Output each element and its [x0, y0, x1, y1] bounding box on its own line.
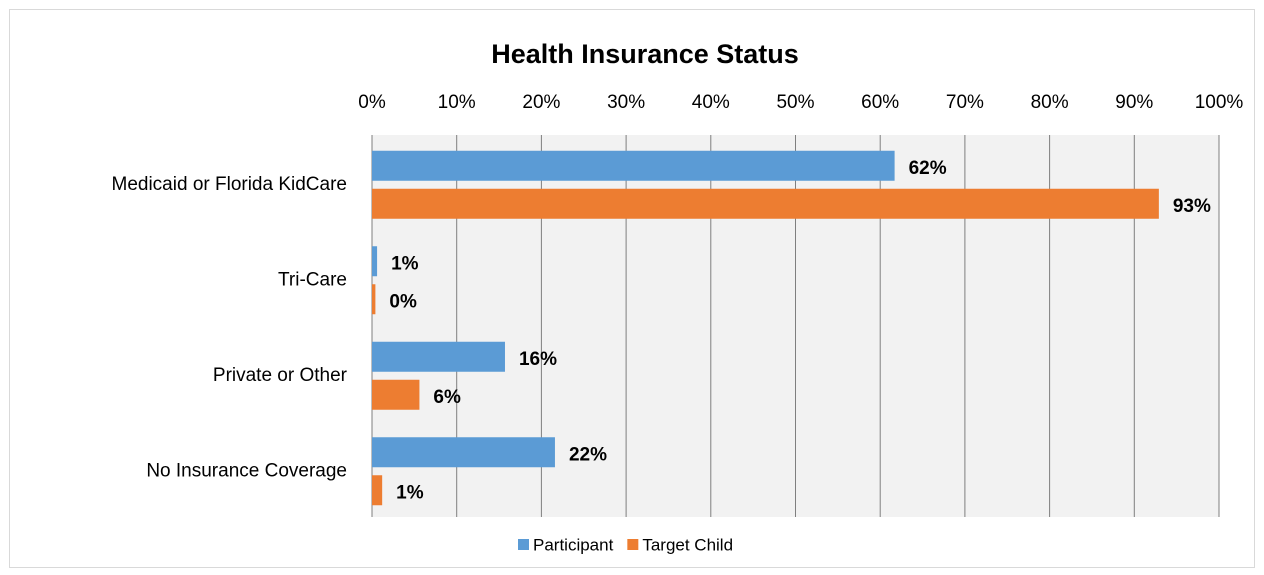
x-tick-label: 20%: [522, 92, 560, 113]
x-tick-label: 0%: [358, 92, 386, 113]
bar: [372, 246, 378, 277]
bar: [372, 150, 895, 181]
y-tick-label: Tri-Care: [278, 269, 347, 290]
legend-label: Participant: [533, 535, 614, 554]
x-tick-label: 40%: [692, 92, 730, 113]
chart-title: Health Insurance Status: [491, 39, 799, 69]
bar: [372, 437, 555, 468]
y-tick-label: Medicaid or Florida KidCare: [112, 174, 348, 195]
x-tick-label: 50%: [776, 92, 814, 113]
y-tick-label: No Insurance Coverage: [146, 460, 347, 481]
data-label: 1%: [391, 253, 419, 274]
data-label: 1%: [396, 482, 424, 503]
bar: [372, 379, 420, 410]
x-tick-label: 30%: [607, 92, 645, 113]
x-tick-label: 70%: [946, 92, 984, 113]
bar: [372, 475, 383, 506]
data-label: 22%: [569, 444, 607, 465]
bar: [372, 284, 376, 315]
data-label: 62%: [909, 158, 947, 179]
legend-swatch: [518, 539, 529, 550]
data-label: 0%: [389, 291, 417, 312]
legend-swatch: [627, 539, 639, 550]
y-tick-label: Private or Other: [213, 365, 348, 386]
x-tick-label: 80%: [1031, 92, 1069, 113]
x-tick-label: 90%: [1115, 92, 1153, 113]
bar: [372, 188, 1159, 219]
data-label: 93%: [1173, 196, 1211, 217]
x-tick-label: 10%: [438, 92, 476, 113]
x-tick-label: 60%: [861, 92, 899, 113]
data-label: 6%: [433, 387, 461, 408]
legend-label: Target Child: [642, 535, 733, 554]
bar: [372, 341, 505, 372]
data-label: 16%: [519, 349, 557, 370]
x-tick-label: 100%: [1195, 92, 1244, 113]
